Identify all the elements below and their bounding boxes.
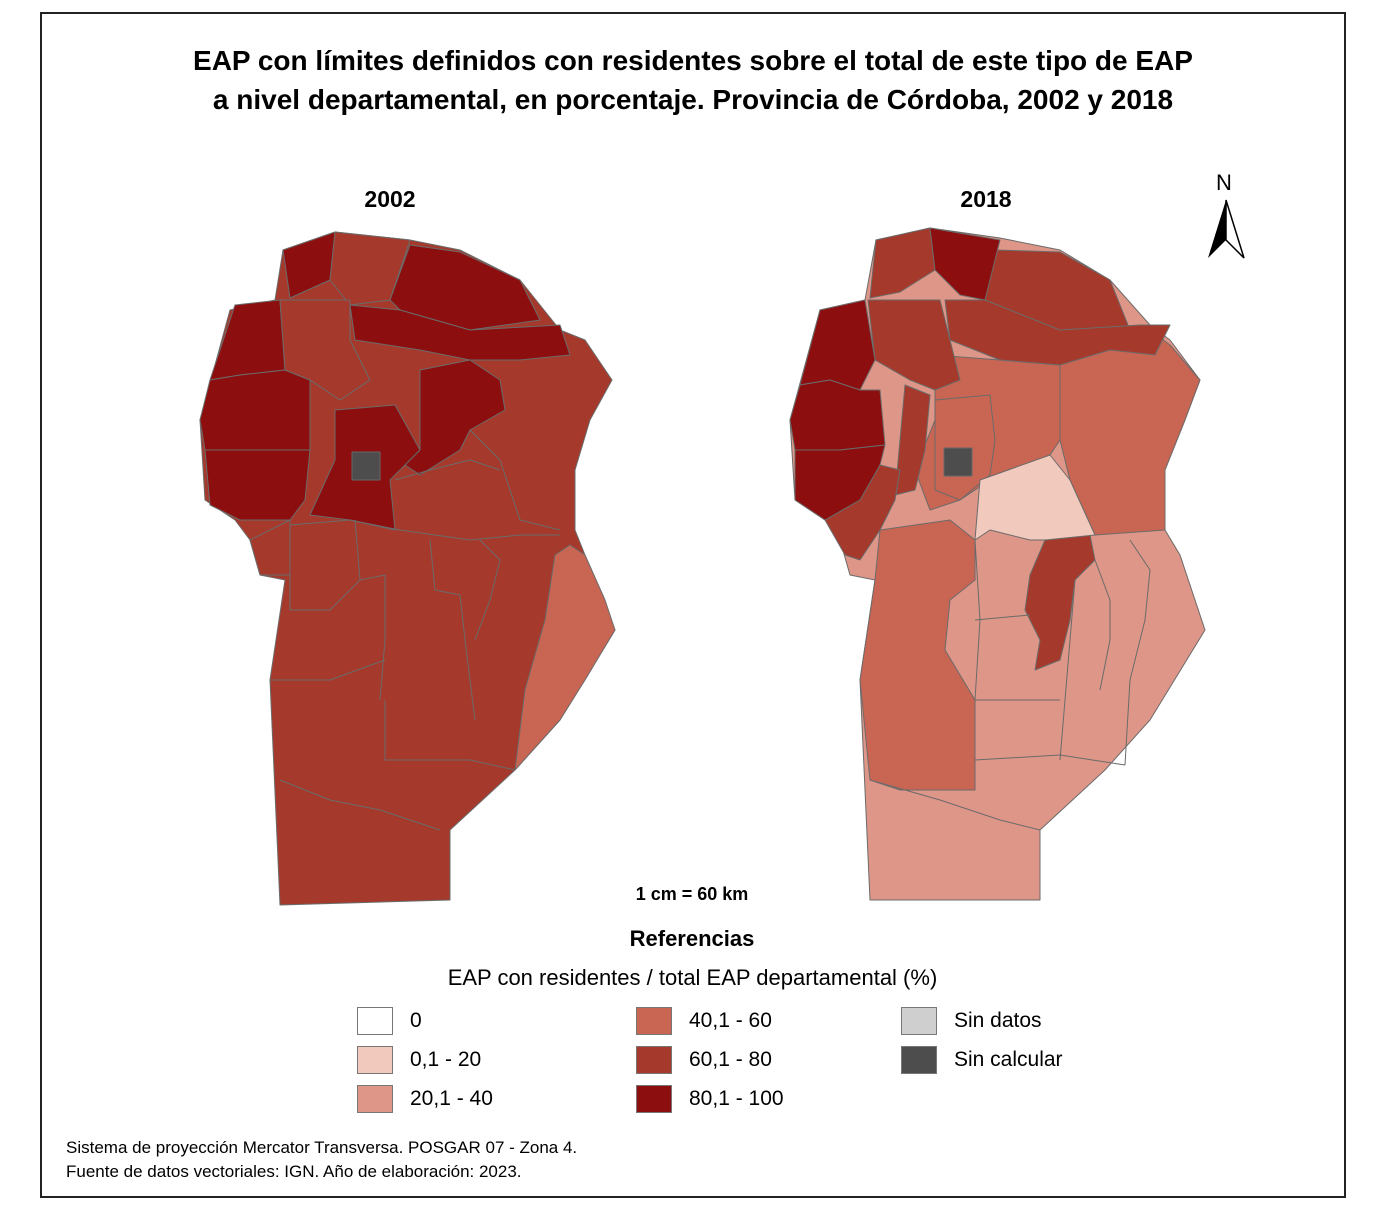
footer-projection: Sistema de proyección Mercator Transvers… bbox=[66, 1138, 578, 1157]
legend-label-0: 0 bbox=[410, 1009, 422, 1032]
legend-label-sin-calcular: Sin calcular bbox=[954, 1048, 1063, 1071]
legend-label-60-1-80: 60,1 - 80 bbox=[689, 1048, 772, 1071]
legend-subtitle: EAP con residentes / total EAP departame… bbox=[447, 965, 938, 990]
scale-label: 1 cm = 60 km bbox=[635, 884, 749, 904]
legend-swatch-20-1-40 bbox=[357, 1085, 393, 1113]
north-label: N bbox=[1216, 170, 1232, 195]
map-frame bbox=[40, 12, 1346, 1198]
legend-item-20-1-40: 20,1 - 40 bbox=[357, 1085, 493, 1113]
legend-item-sin-calcular: Sin calcular bbox=[901, 1046, 1063, 1074]
legend-label-sin-datos: Sin datos bbox=[954, 1009, 1042, 1032]
dept-2018-center-light bbox=[974, 454, 1096, 541]
legend-swatch-80-1-100 bbox=[636, 1085, 672, 1113]
dept-2018-northwest bbox=[867, 299, 961, 391]
dept-2018-middle bbox=[1024, 534, 1096, 671]
dept-2018-north-band bbox=[944, 299, 1171, 366]
dept-2002-north-band bbox=[349, 304, 571, 361]
dept-2002-west-3 bbox=[204, 449, 311, 521]
title-line-1: EAP con límites definidos con residentes… bbox=[193, 45, 1193, 76]
legend-swatch-0 bbox=[357, 1007, 393, 1035]
dept-2002-east-central bbox=[404, 359, 506, 476]
legend-swatch-sin-datos bbox=[901, 1007, 937, 1035]
legend-item-80-1-100: 80,1 - 100 bbox=[636, 1085, 784, 1113]
legend-label-20-1-40: 20,1 - 40 bbox=[410, 1087, 493, 1110]
dept-2018-west-1 bbox=[799, 299, 876, 391]
legend-item-60-1-80: 60,1 - 80 bbox=[636, 1046, 772, 1074]
legend-swatch-40-1-60 bbox=[636, 1007, 672, 1035]
dept-2018-west-2 bbox=[789, 379, 886, 451]
legend-swatch-60-1-80 bbox=[636, 1046, 672, 1074]
dept-2002-north-east bbox=[389, 244, 541, 331]
dept-2002-west-2 bbox=[199, 369, 311, 451]
north-arrow-icon bbox=[1208, 199, 1245, 259]
legend-label-40-1-60: 40,1 - 60 bbox=[689, 1009, 772, 1032]
dept-2002-west-1 bbox=[209, 299, 286, 381]
legend-item-0: 0 bbox=[357, 1007, 422, 1035]
legend-item-sin-datos: Sin datos bbox=[901, 1007, 1042, 1035]
map-2018 bbox=[789, 227, 1206, 901]
dept-2002-southeast bbox=[514, 544, 616, 771]
legend-swatch-0-1-20 bbox=[357, 1046, 393, 1074]
dept-2002-north-center bbox=[329, 231, 411, 306]
legend-title: Referencias bbox=[629, 926, 755, 951]
dept-2018-capital-sin-calcular bbox=[943, 447, 973, 477]
dept-2018-north-top bbox=[929, 227, 1001, 301]
legend-label-0-1-20: 0,1 - 20 bbox=[410, 1048, 482, 1071]
legend-label-80-1-100: 80,1 - 100 bbox=[689, 1087, 784, 1110]
title-line-2: a nivel departamental, en porcentaje. Pr… bbox=[212, 84, 1174, 115]
map-2018-label: 2018 bbox=[960, 186, 1012, 212]
dept-2002-northwest-center bbox=[279, 299, 371, 401]
map-2002 bbox=[199, 231, 616, 906]
legend-swatch-sin-calcular bbox=[901, 1046, 937, 1074]
dept-2018-north-west bbox=[869, 227, 936, 299]
dept-2002-capital-sin-calcular bbox=[351, 451, 381, 481]
footer-source: Fuente de datos vectoriales: IGN. Año de… bbox=[66, 1162, 522, 1181]
map-2002-label: 2002 bbox=[364, 186, 416, 212]
legend-item-0-1-20: 0,1 - 20 bbox=[357, 1046, 481, 1074]
dept-2018-west-3 bbox=[794, 444, 886, 521]
legend-item-40-1-60: 40,1 - 60 bbox=[636, 1007, 772, 1035]
